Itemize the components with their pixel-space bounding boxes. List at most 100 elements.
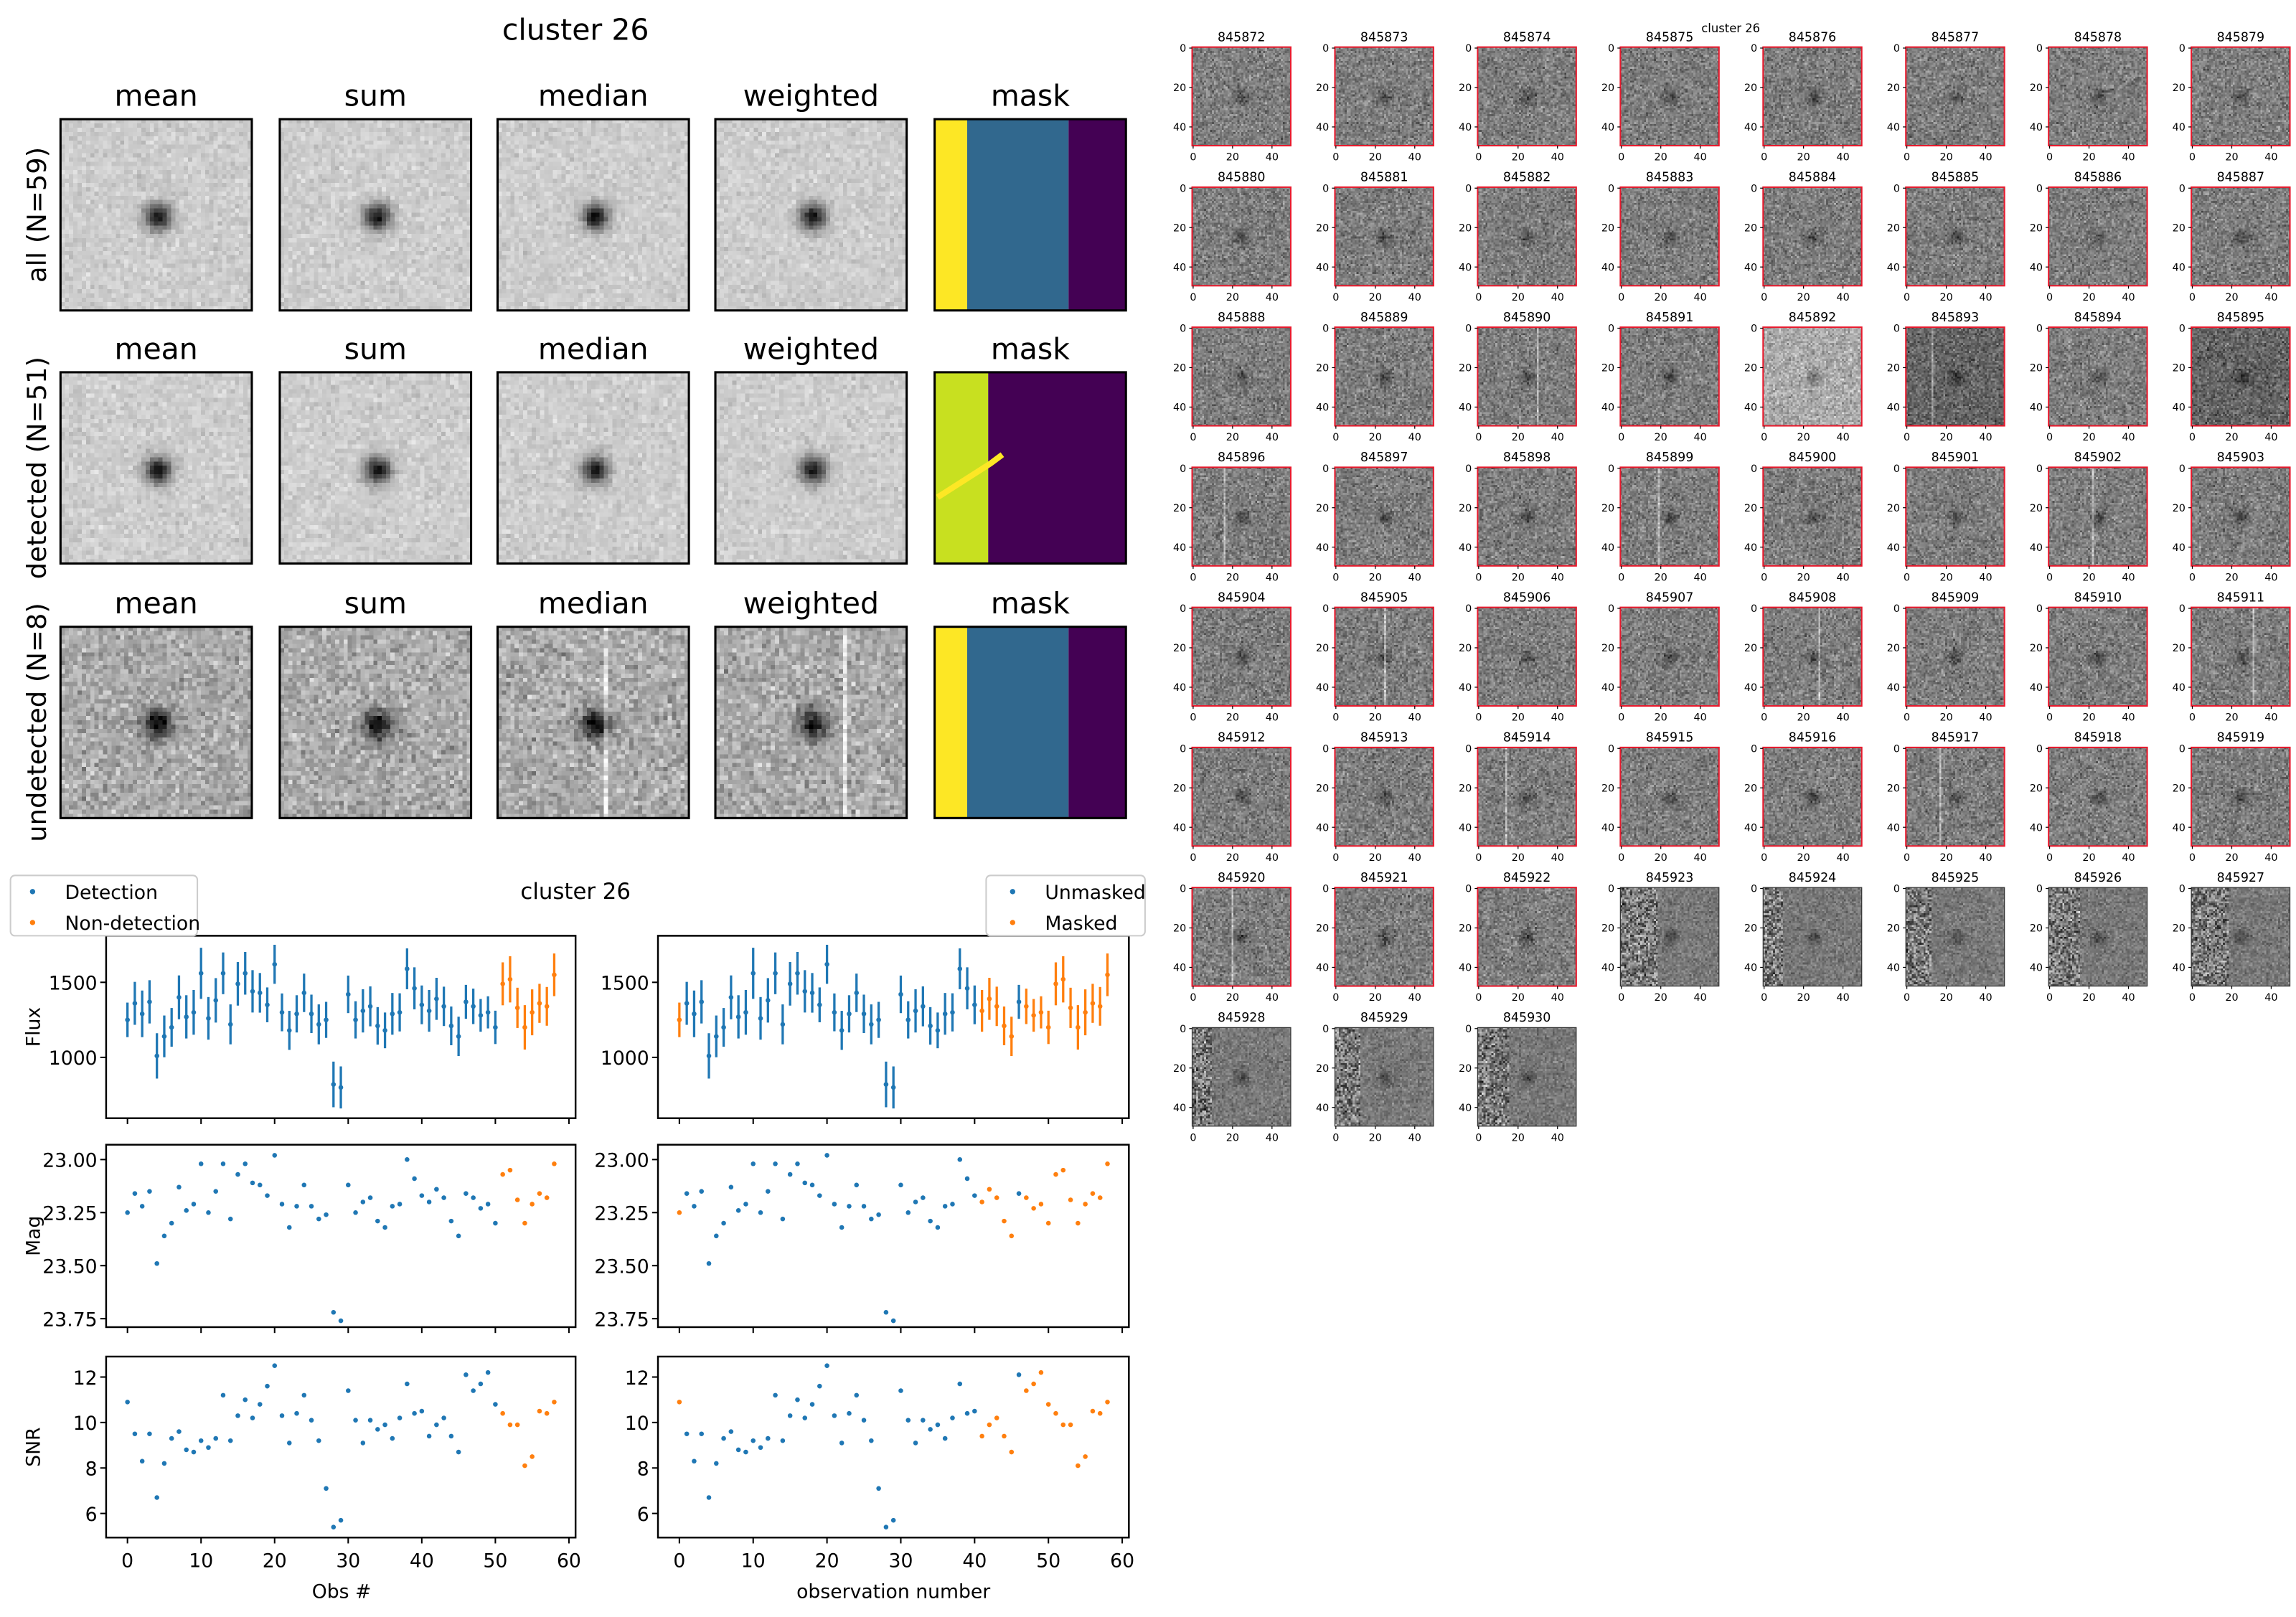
x-tick-label: 20 — [1226, 1132, 1239, 1144]
y-tick-label: 23.25 — [594, 1203, 649, 1225]
snr-point — [522, 1463, 527, 1468]
x-tick-label: 0 — [1190, 712, 1196, 724]
snr-point — [847, 1410, 852, 1416]
x-tick-label: 20 — [1797, 292, 1810, 303]
snr-point — [957, 1381, 963, 1387]
stamp-image — [1335, 747, 1434, 847]
stamp-image — [2191, 327, 2290, 426]
y-tick-label: 20 — [1887, 923, 1900, 935]
y-tick-label: 20 — [1316, 1063, 1329, 1075]
stamp-frame — [1334, 186, 1434, 287]
row-label: undetected (N=8) — [22, 603, 52, 842]
x-tick-label: 20 — [1655, 712, 1667, 724]
y-tick-label: 40 — [2173, 402, 2186, 414]
x-tick-label: 20 — [1369, 1132, 1382, 1144]
y-axis-label: Mag — [23, 1216, 45, 1256]
column-title: mask — [991, 586, 1070, 621]
y-tick-label: 40 — [2173, 122, 2186, 133]
x-tick-label: 40 — [1979, 712, 1992, 724]
mag-point — [530, 1202, 535, 1207]
flux-point — [426, 1008, 432, 1014]
y-tick-label: 0 — [1322, 603, 1329, 615]
flux-point — [139, 1011, 145, 1017]
flux-point — [331, 1082, 337, 1087]
x-tick-label: 0 — [121, 1550, 133, 1572]
y-tick-label: 40 — [1316, 262, 1329, 273]
y-tick-label: 0 — [1180, 324, 1186, 335]
y-tick-label: 40 — [1316, 822, 1329, 834]
y-tick-label: 20 — [1459, 643, 1472, 654]
y-tick-label: 20 — [1744, 363, 1757, 374]
x-tick-label: 40 — [1408, 572, 1421, 583]
stamp-panel: 845878 0 0 20 20 40 40 — [2030, 30, 2148, 164]
y-tick-label: 40 — [1887, 682, 1900, 694]
y-tick-label: 40 — [1173, 682, 1186, 694]
stamp-image — [2191, 887, 2290, 986]
stamp-frame — [1334, 326, 1434, 427]
snr-point — [1009, 1449, 1015, 1455]
y-tick-label: 40 — [2173, 963, 2186, 974]
snr-point — [773, 1392, 778, 1398]
stamp-id: 845912 — [1218, 731, 1266, 745]
snr-point — [294, 1410, 299, 1416]
snr-point — [367, 1418, 373, 1423]
mag-point — [507, 1167, 513, 1173]
y-tick-label: 20 — [1316, 643, 1329, 654]
flux-point — [132, 1001, 138, 1006]
mag-point — [478, 1206, 484, 1211]
y-tick-label: 40 — [1173, 122, 1186, 133]
y-tick-label: 20 — [1459, 783, 1472, 794]
stamp-id: 845875 — [1646, 30, 1694, 44]
stamp-id: 845927 — [2217, 871, 2265, 885]
stack-title: cluster 26 — [502, 12, 649, 47]
stamp-panel: 845911 0 0 20 20 40 40 — [2173, 590, 2291, 724]
mag-point — [1097, 1195, 1103, 1200]
snr-point — [699, 1431, 705, 1437]
mag-point — [243, 1161, 248, 1166]
x-tick-label: 0 — [1904, 152, 1910, 164]
x-tick-label: 0 — [1761, 712, 1767, 724]
mask-region-excluded — [988, 372, 1126, 564]
stamp-id: 845910 — [2074, 590, 2122, 605]
stamp-panel: 845897 0 0 20 20 40 40 — [1316, 451, 1434, 583]
stamp-id: 845877 — [1932, 30, 1980, 44]
snr-point — [913, 1441, 918, 1446]
stamp-frame — [1762, 466, 1863, 567]
flux-point — [456, 1034, 461, 1039]
y-tick-label: 20 — [1887, 783, 1900, 794]
flux-point — [809, 990, 815, 996]
flux-point — [441, 1004, 446, 1009]
stamp-panel: 845904 0 0 20 20 40 40 — [1173, 590, 1292, 724]
flux-point — [375, 1023, 380, 1029]
stamp-frame — [1619, 46, 1720, 147]
flux-point — [905, 1017, 911, 1022]
x-tick-label: 20 — [1939, 152, 1952, 164]
x-tick-label: 20 — [1226, 712, 1239, 724]
mag-point — [1016, 1191, 1022, 1196]
snr-point — [692, 1458, 697, 1464]
flux-point — [773, 971, 778, 976]
stamp-id: 845900 — [1789, 451, 1837, 465]
mag-point — [191, 1202, 197, 1207]
flux-point — [751, 971, 756, 976]
mag-point — [309, 1204, 314, 1209]
stamp-image — [1477, 747, 1576, 847]
mag-point — [147, 1189, 152, 1194]
x-tick-label: 40 — [2264, 992, 2277, 1004]
stamp-frame — [1191, 606, 1292, 707]
axes-frame — [105, 1355, 577, 1539]
flux-point — [324, 1017, 329, 1022]
stamp-image — [1477, 887, 1576, 986]
stamp-panel: 845915 0 0 20 20 40 40 — [1601, 731, 1720, 864]
stamp-image — [2048, 47, 2147, 146]
snr-point — [714, 1461, 719, 1466]
snr-point — [514, 1422, 520, 1428]
snr-point — [250, 1415, 255, 1420]
x-tick-label: 0 — [1618, 572, 1624, 583]
column-title: weighted — [743, 586, 880, 621]
x-tick-label: 40 — [1551, 432, 1564, 443]
flux-point — [382, 1027, 387, 1033]
mag-point — [787, 1172, 793, 1177]
x-tick-label: 0 — [2189, 852, 2196, 864]
